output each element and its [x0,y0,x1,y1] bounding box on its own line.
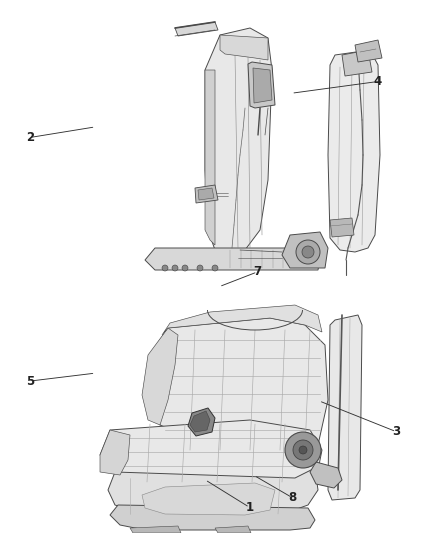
Polygon shape [330,218,354,237]
Circle shape [302,246,314,258]
Polygon shape [248,62,275,108]
Polygon shape [205,28,272,255]
Text: 2: 2 [26,131,34,144]
Text: 5: 5 [26,375,34,387]
Circle shape [172,265,178,271]
Polygon shape [215,526,251,533]
Polygon shape [108,468,318,518]
Polygon shape [142,328,178,425]
Polygon shape [198,188,214,200]
Circle shape [285,432,321,468]
Polygon shape [100,420,322,485]
Circle shape [293,440,313,460]
Polygon shape [205,70,215,245]
Text: 3: 3 [392,425,400,438]
Polygon shape [190,411,210,432]
Polygon shape [175,22,218,36]
Polygon shape [148,318,328,455]
Polygon shape [145,248,320,270]
Circle shape [162,265,168,271]
Circle shape [182,265,188,271]
Text: 1: 1 [246,501,254,514]
Polygon shape [142,483,275,515]
Circle shape [212,265,218,271]
Polygon shape [355,40,382,62]
Polygon shape [130,526,181,533]
Polygon shape [162,305,322,335]
Polygon shape [195,185,218,203]
Polygon shape [188,408,215,436]
Polygon shape [253,68,272,103]
Circle shape [197,265,203,271]
Polygon shape [110,505,315,530]
Polygon shape [328,315,362,500]
Polygon shape [100,430,130,475]
Polygon shape [310,462,342,488]
Circle shape [299,446,307,454]
Text: 4: 4 [374,75,381,88]
Circle shape [296,240,320,264]
Text: 7: 7 [254,265,261,278]
Polygon shape [282,232,328,268]
Text: 8: 8 [289,491,297,504]
Polygon shape [342,50,372,76]
Polygon shape [220,35,268,60]
Polygon shape [328,50,380,252]
